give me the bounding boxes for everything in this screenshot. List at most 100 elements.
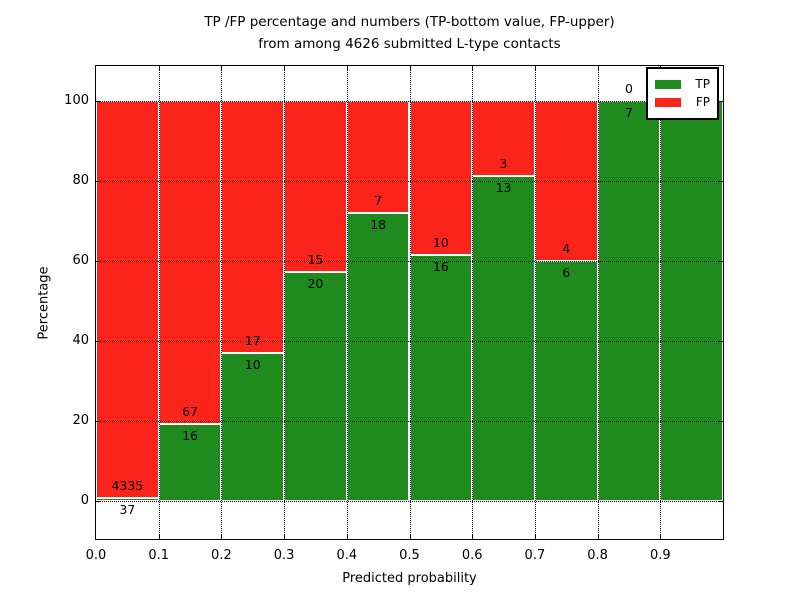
xtick-bottom-6 <box>472 534 474 539</box>
tp-count-label-0: 37 <box>119 501 136 517</box>
xtick-top-5 <box>409 66 411 71</box>
bar-segment-tp-5 <box>409 254 473 501</box>
legend-row-FP: FP <box>655 94 710 110</box>
gridline-x-0.6 <box>472 66 474 539</box>
xtick-top-6 <box>472 66 474 71</box>
ytick-left-40 <box>96 341 101 342</box>
xtick-bottom-9 <box>660 534 662 539</box>
xtick-top-1 <box>158 66 160 71</box>
ytick-label-0: 0 <box>80 493 89 508</box>
xtick-top-3 <box>284 66 286 71</box>
gridline-x-0.5 <box>409 66 411 539</box>
tp-count-label-5: 16 <box>432 258 449 274</box>
legend: TP FP <box>646 67 719 120</box>
gridline-x-0.7 <box>534 66 536 539</box>
xtick-bottom-3 <box>284 534 286 539</box>
bar-segment-tp-0 <box>96 497 159 501</box>
xtick-bottom-1 <box>158 534 160 539</box>
ytick-label-40: 40 <box>72 333 89 348</box>
xtick-label-0.5: 0.5 <box>399 548 420 563</box>
ytick-left-80 <box>96 181 101 182</box>
gridline-x-0.2 <box>221 66 223 539</box>
gridline-x-0.8 <box>597 66 599 539</box>
bar-segment-fp-0 <box>96 101 159 498</box>
chart-title-line1: TP /FP percentage and numbers (TP-bottom… <box>204 14 615 30</box>
gridline-x-0.3 <box>284 66 286 539</box>
bar-segment-fp-3 <box>284 101 347 273</box>
ytick-label-100: 100 <box>64 93 89 108</box>
tp-count-label-8: 7 <box>624 105 633 120</box>
fp-count-label-5: 10 <box>432 234 449 250</box>
xtick-label-0.8: 0.8 <box>587 548 608 563</box>
fp-count-label-8: 0 <box>624 81 633 96</box>
ytick-right-80 <box>718 181 723 182</box>
ytick-left-60 <box>96 261 101 262</box>
bar-segment-tp-3 <box>284 272 347 501</box>
fp-count-label-6: 3 <box>499 156 508 171</box>
xtick-label-0.6: 0.6 <box>461 548 483 563</box>
ytick-right-100 <box>718 101 723 102</box>
xtick-top-8 <box>597 66 599 71</box>
ytick-right-60 <box>718 261 723 262</box>
bar-segment-tp-6 <box>472 176 535 501</box>
plot-area: Percentage Predicted probability TP FP 43… <box>37 65 724 586</box>
fp-count-label-7: 4 <box>562 241 571 256</box>
gridline-x-0.1 <box>158 66 160 539</box>
fp-count-label-3: 15 <box>307 252 324 268</box>
chart-title-line2: from among 4626 submitted L-type contact… <box>258 36 561 52</box>
gridline-x-0.9 <box>660 66 662 539</box>
tp-count-label-7: 6 <box>562 265 571 280</box>
ytick-left-20 <box>96 421 101 422</box>
legend-row-TP: TP <box>655 76 710 92</box>
xtick-bottom-8 <box>597 534 599 539</box>
xtick-bottom-7 <box>534 534 536 539</box>
ytick-left-100 <box>96 101 101 102</box>
legend-swatch-FP <box>655 97 681 107</box>
x-axis-label: Predicted probability <box>342 571 477 586</box>
fp-count-label-2: 17 <box>244 332 261 348</box>
tp-count-label-4: 18 <box>370 217 387 232</box>
bar-segment-fp-2 <box>221 101 285 353</box>
xtick-top-7 <box>534 66 536 71</box>
bar-segment-tp-9 <box>660 101 723 501</box>
xtick-label-0.0: 0.0 <box>85 548 107 563</box>
tp-count-label-3: 20 <box>307 276 324 292</box>
bar-segment-fp-1 <box>158 101 222 424</box>
legend-swatch-TP <box>655 79 681 89</box>
bar-segment-fp-5 <box>409 101 473 255</box>
ytick-label-60: 60 <box>72 253 89 268</box>
gridline-x-0.4 <box>346 66 348 539</box>
ytick-right-0 <box>718 501 723 502</box>
xtick-top-2 <box>221 66 223 71</box>
bar-segment-tp-8 <box>597 101 661 501</box>
xtick-bottom-2 <box>221 534 223 539</box>
xtick-label-0.9: 0.9 <box>649 548 671 563</box>
fp-count-label-0: 4335 <box>111 477 144 493</box>
xtick-label-0.3: 0.3 <box>273 548 295 563</box>
y-axis-label: Percentage <box>36 265 52 340</box>
tp-count-label-1: 16 <box>182 427 198 443</box>
fp-count-label-4: 7 <box>374 193 383 208</box>
legend-label-TP: TP <box>695 77 710 91</box>
bar-segment-tp-7 <box>534 261 598 501</box>
xtick-bottom-4 <box>346 534 348 539</box>
legend-label-FP: FP <box>695 95 710 109</box>
tp-count-label-6: 13 <box>495 180 512 195</box>
xtick-label-0.1: 0.1 <box>148 548 170 563</box>
xtick-label-0.7: 0.7 <box>524 548 546 563</box>
ytick-right-20 <box>718 421 723 422</box>
ytick-label-20: 20 <box>72 413 89 428</box>
ytick-label-80: 80 <box>72 173 89 188</box>
bar-segment-tp-4 <box>346 213 410 501</box>
ytick-left-0 <box>96 501 101 502</box>
fp-count-label-1: 67 <box>182 403 198 419</box>
xtick-top-4 <box>346 66 348 71</box>
chart-title: TP /FP percentage and numbers (TP-bottom… <box>95 11 724 55</box>
xtick-label-0.4: 0.4 <box>336 548 358 563</box>
tp-count-label-2: 10 <box>244 356 261 372</box>
xtick-label-0.2: 0.2 <box>211 548 232 563</box>
xtick-bottom-5 <box>409 534 411 539</box>
bar-segment-tp-1 <box>158 423 222 501</box>
ytick-right-40 <box>718 341 723 342</box>
